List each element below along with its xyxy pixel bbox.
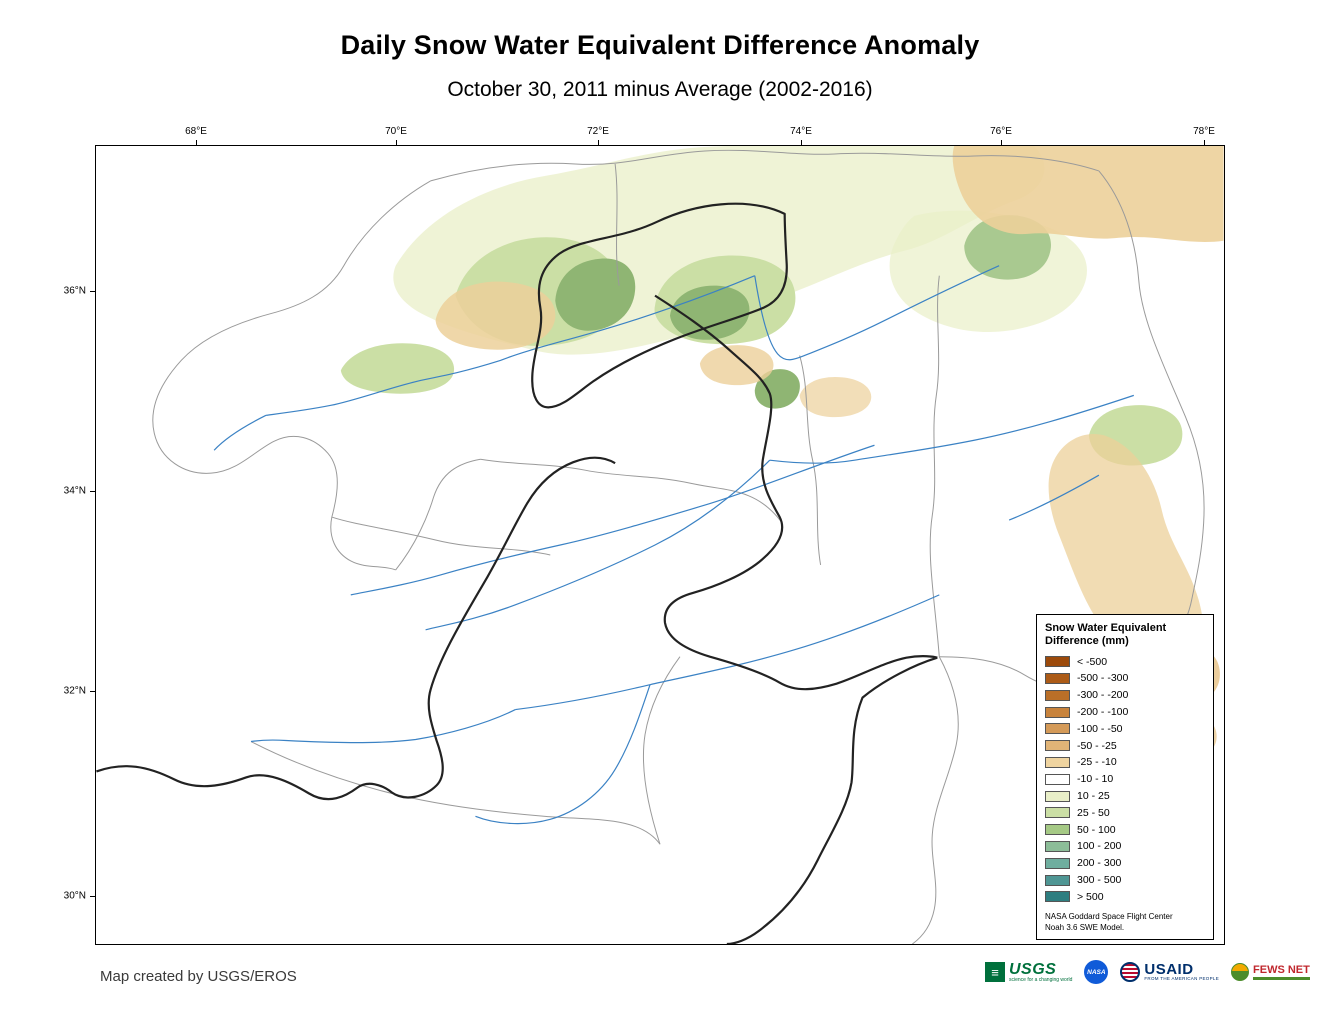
footer-logos: ≡ USGS science for a changing world NASA… [985, 960, 1310, 984]
legend-swatch [1045, 672, 1070, 684]
map-canvas [96, 146, 1224, 944]
legend-title-line1: Snow Water Equivalent [1045, 622, 1167, 634]
legend-item: 200 - 300 [1045, 855, 1205, 872]
legend-swatch [1045, 740, 1070, 752]
legend-item: 50 - 100 [1045, 821, 1205, 838]
lat-tick [90, 896, 96, 897]
fewsnet-logo-icon [1231, 963, 1250, 981]
lon-tick [598, 140, 599, 146]
rivers-layer [213, 265, 1135, 825]
legend-item: -100 - -50 [1045, 720, 1205, 737]
map-legend: Snow Water Equivalent Difference (mm) < … [1036, 614, 1214, 941]
lon-label-74e: 74°E [790, 126, 812, 137]
fewsnet-logo: FEWS NET [1231, 963, 1310, 981]
lon-label-68e: 68°E [185, 126, 207, 137]
lon-label-70e: 70°E [385, 126, 407, 137]
legend-item: -25 - -10 [1045, 754, 1205, 771]
legend-item: -50 - -25 [1045, 737, 1205, 754]
lat-label-32n: 32°N [63, 685, 86, 697]
legend-swatch [1045, 656, 1070, 668]
basin-boundaries-layer [152, 149, 1205, 944]
legend-title-line2: Difference (mm) [1045, 634, 1129, 647]
fewsnet-logo-text: FEWS NET [1253, 964, 1310, 977]
legend-swatch [1045, 891, 1070, 903]
usaid-logo-text: USAID [1144, 961, 1194, 979]
usgs-logo-text: USGS [1009, 960, 1057, 978]
usaid-logo-tagline: FROM THE AMERICAN PEOPLE [1144, 976, 1220, 982]
lat-label-36n: 36°N [63, 285, 86, 297]
legend-item: < -500 [1045, 653, 1205, 670]
legend-item: > 500 [1045, 888, 1205, 905]
legend-items: < -500 -500 - -300 -300 - -200 -200 - -1… [1045, 653, 1205, 905]
legend-source-note: NASA Goddard Space Flight Center Noah 3.… [1045, 912, 1173, 932]
legend-swatch [1045, 824, 1070, 836]
legend-swatch [1045, 857, 1070, 869]
nasa-logo: NASA [1084, 960, 1109, 984]
usaid-logo: USAID FROM THE AMERICAN PEOPLE [1120, 962, 1219, 982]
legend-swatch [1045, 706, 1070, 718]
usaid-logo-icon [1120, 962, 1141, 982]
lon-tick [1204, 140, 1205, 146]
legend-item: 10 - 25 [1045, 788, 1205, 805]
lon-label-78e: 78°E [1193, 126, 1215, 137]
lon-tick [196, 140, 197, 146]
anomaly-layer [340, 146, 1224, 755]
legend-swatch [1045, 756, 1070, 768]
lon-label-76e: 76°E [990, 126, 1012, 137]
legend-item: -10 - 10 [1045, 771, 1205, 788]
legend-swatch [1045, 840, 1070, 852]
usgs-logo-tagline: science for a changing world [1009, 976, 1073, 983]
legend-swatch [1045, 807, 1070, 819]
legend-item: -500 - -300 [1045, 670, 1205, 687]
lat-label-30n: 30°N [63, 890, 86, 902]
nasa-logo-icon: NASA [1084, 960, 1109, 984]
page-subtitle: October 30, 2011 minus Average (2002-201… [447, 78, 873, 101]
legend-swatch [1045, 790, 1070, 802]
lat-tick [90, 691, 96, 692]
country-boundary-layer [96, 202, 938, 944]
usgs-logo-icon: ≡ [985, 962, 1005, 982]
legend-item: -300 - -200 [1045, 687, 1205, 704]
legend-swatch [1045, 773, 1070, 785]
legend-swatch [1045, 689, 1070, 701]
map-credit: Map created by USGS/EROS [100, 968, 297, 985]
legend-item: -200 - -100 [1045, 704, 1205, 721]
lat-tick [90, 491, 96, 492]
usgs-logo: ≡ USGS science for a changing world [985, 960, 1073, 983]
legend-swatch [1045, 874, 1070, 886]
lon-label-72e: 72°E [587, 126, 609, 137]
lon-tick [1001, 140, 1002, 146]
legend-swatch [1045, 723, 1070, 735]
lon-tick [396, 140, 397, 146]
lat-tick [90, 291, 96, 292]
page-title: Daily Snow Water Equivalent Difference A… [340, 30, 980, 60]
map-frame: 68°E 70°E 72°E 74°E 76°E 78°E 36°N 34°N … [64, 126, 1225, 945]
legend-item: 100 - 200 [1045, 838, 1205, 855]
lon-tick [801, 140, 802, 146]
legend-item: 25 - 50 [1045, 804, 1205, 821]
lat-label-34n: 34°N [63, 485, 86, 497]
fewsnet-logo-bar [1253, 976, 1310, 980]
legend-item: 300 - 500 [1045, 872, 1205, 889]
